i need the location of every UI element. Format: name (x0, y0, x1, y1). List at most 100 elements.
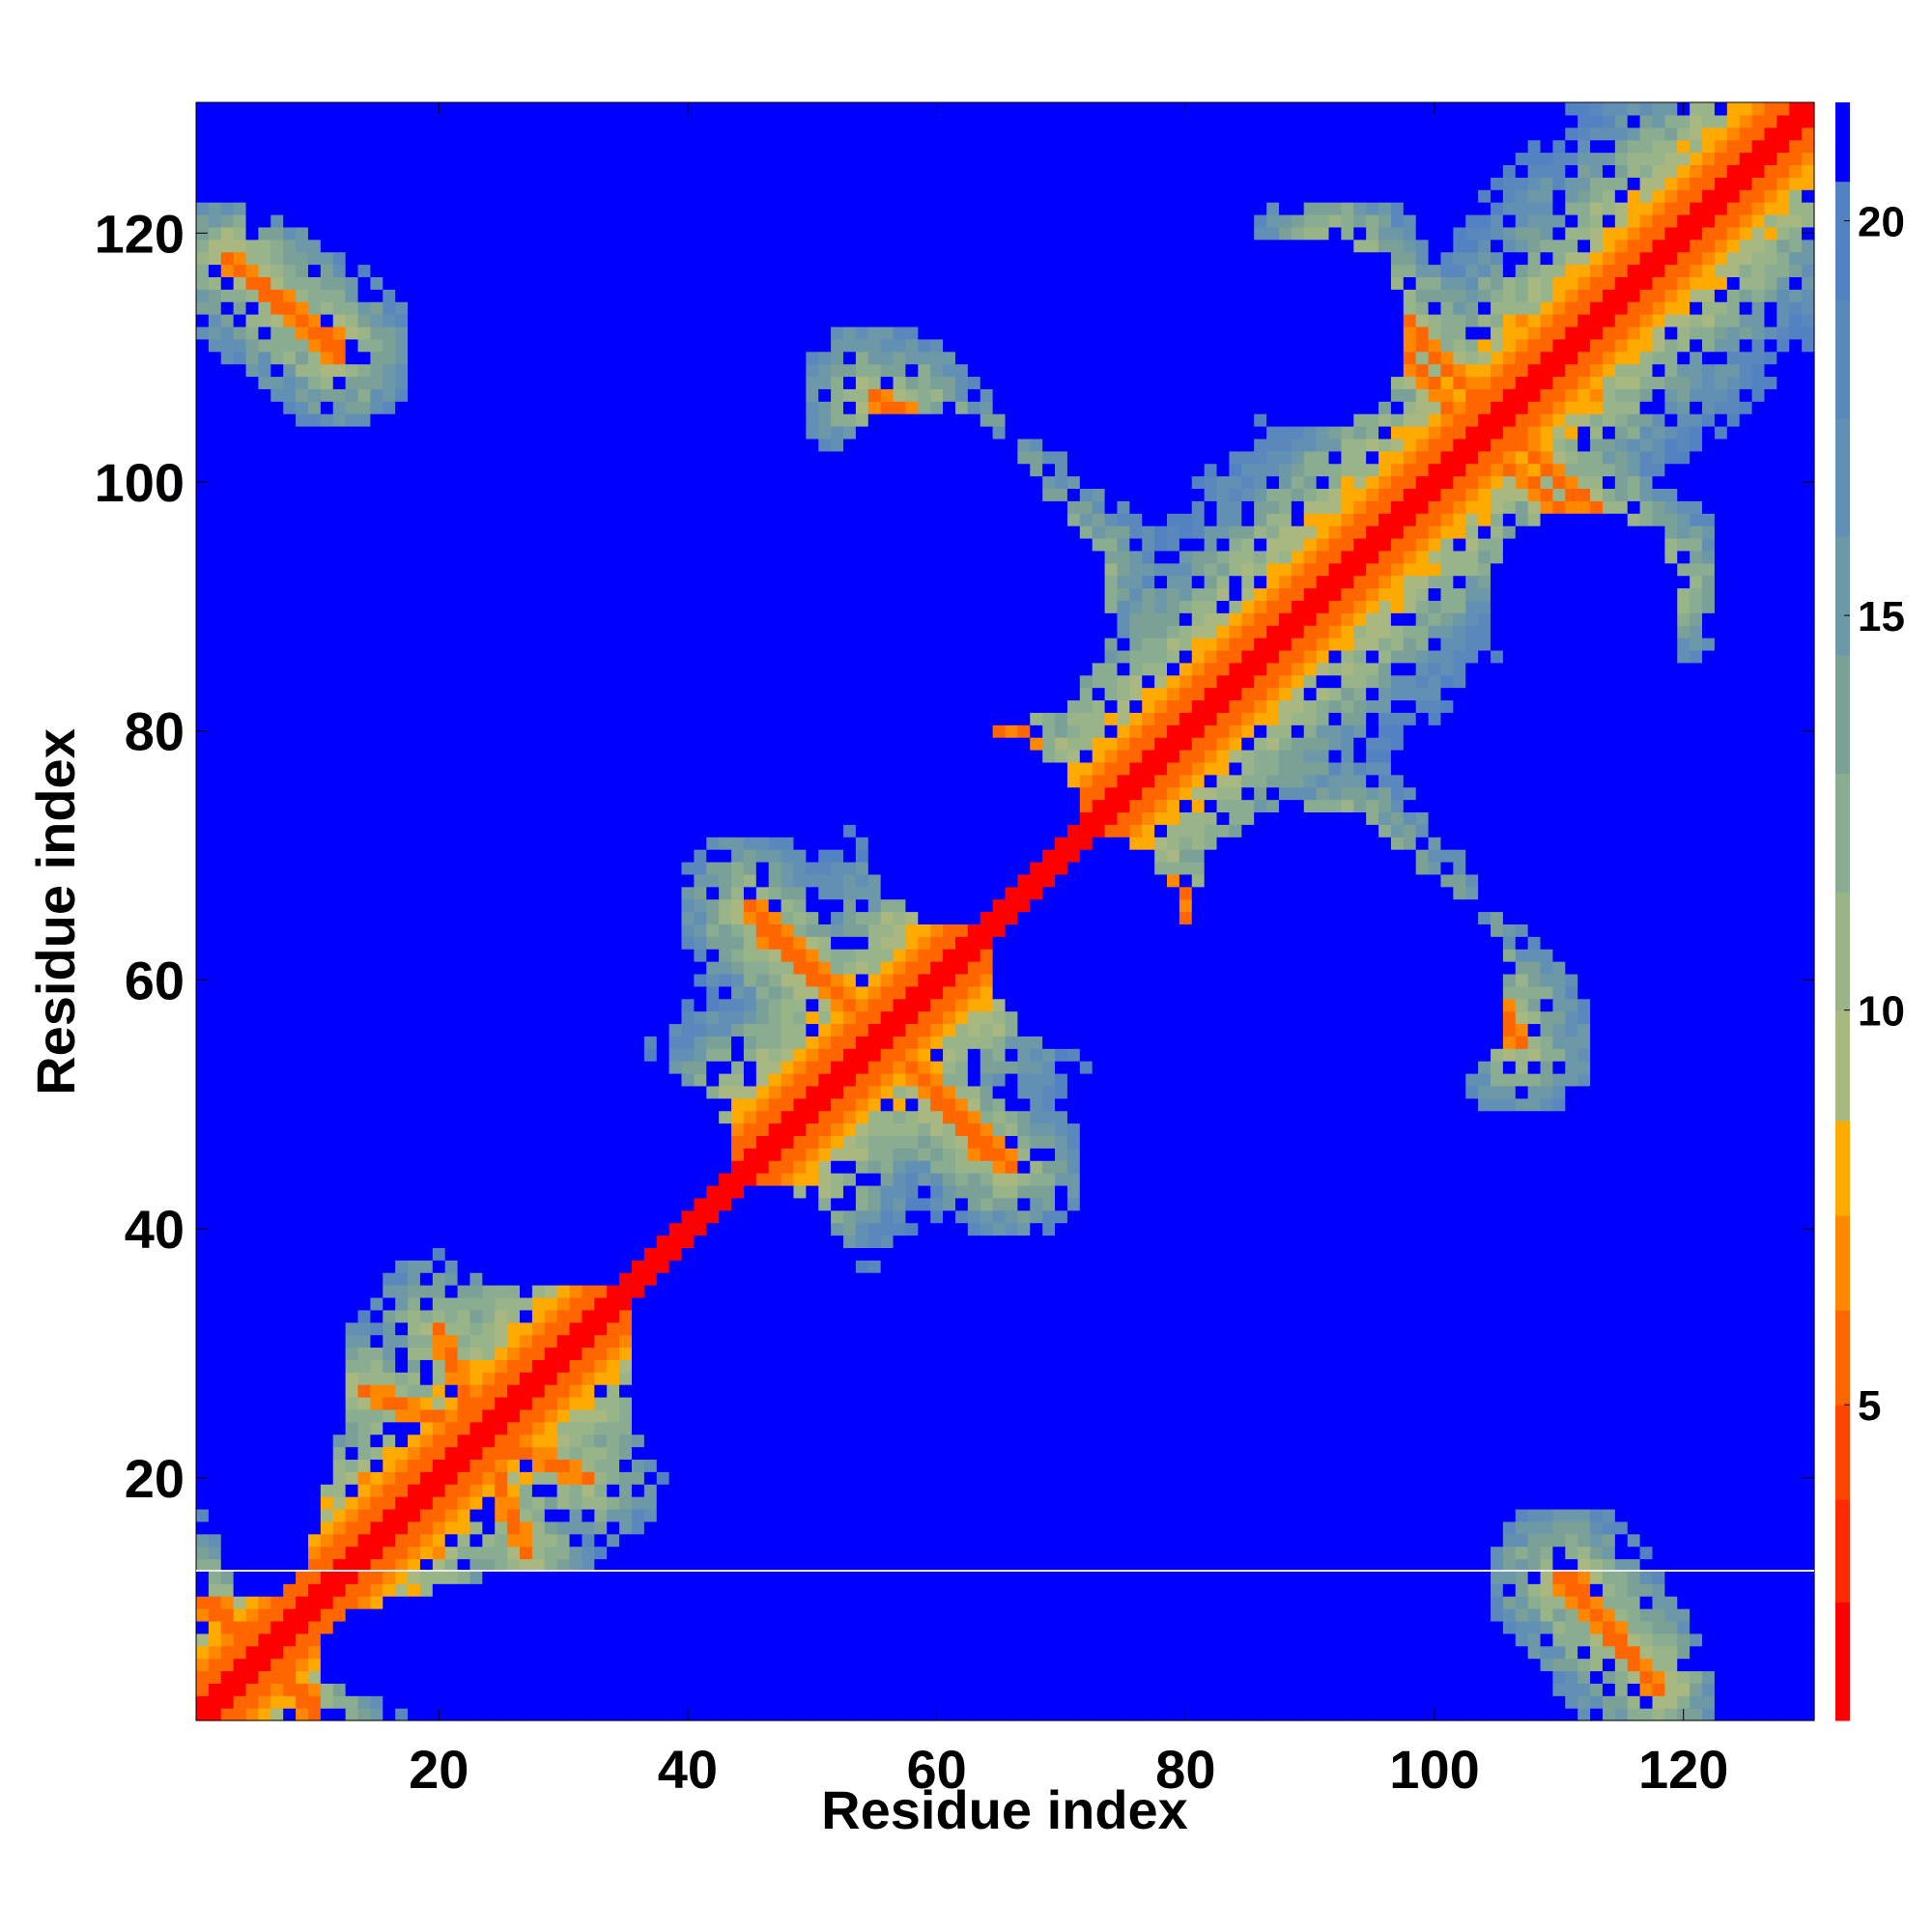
heatmap-cell (469, 314, 483, 327)
heatmap-cell (432, 239, 446, 253)
heatmap-cell (495, 264, 508, 277)
heatmap-cell (482, 239, 496, 253)
heatmap-cell (320, 1571, 334, 1584)
heatmap-cell (556, 114, 571, 128)
heatmap-cell (507, 849, 521, 863)
heatmap-cell (556, 1110, 571, 1124)
heatmap-cell (531, 475, 546, 490)
heatmap-cell (245, 264, 260, 277)
heatmap-cell (582, 1434, 595, 1448)
heatmap-cell (619, 1695, 633, 1709)
heatmap-cell (383, 1197, 396, 1211)
heatmap-cell (619, 1085, 633, 1099)
heatmap-cell (395, 1321, 409, 1336)
heatmap-cell (656, 202, 670, 215)
heatmap-cell (208, 761, 222, 776)
heatmap-cell (332, 699, 347, 713)
heatmap-cell (507, 426, 521, 440)
heatmap-cell (656, 600, 670, 613)
heatmap-cell (531, 898, 546, 913)
heatmap-cell (432, 1408, 446, 1423)
heatmap-cell (594, 724, 608, 738)
heatmap-cell (357, 1633, 371, 1647)
heatmap-cell (619, 1372, 633, 1385)
heatmap-cell (457, 1484, 471, 1497)
heatmap-cell (556, 712, 571, 725)
heatmap-cell (419, 475, 434, 490)
heatmap-cell (531, 1036, 546, 1049)
heatmap-cell (569, 1036, 583, 1049)
heatmap-cell (245, 177, 260, 190)
heatmap-cell (370, 1321, 384, 1336)
heatmap-cell (482, 575, 496, 589)
heatmap-cell (307, 625, 322, 639)
heatmap-cell (258, 114, 271, 128)
heatmap-cell (320, 724, 334, 738)
heatmap-cell (656, 662, 670, 676)
heatmap-cell (258, 1122, 271, 1137)
heatmap-cell (457, 438, 471, 452)
heatmap-cell (245, 625, 260, 639)
heatmap-cell (544, 526, 558, 539)
heatmap-cell (520, 1695, 533, 1709)
heatmap-cell (569, 737, 583, 751)
heatmap-cell (296, 1197, 309, 1211)
heatmap-cell (220, 526, 235, 539)
heatmap-cell (619, 301, 633, 315)
heatmap-cell (656, 1670, 670, 1684)
heatmap-cell (419, 1247, 434, 1261)
heatmap-cell (357, 1695, 371, 1709)
heatmap-cell (457, 401, 471, 414)
heatmap-cell (395, 189, 409, 203)
heatmap-cell (432, 849, 446, 863)
heatmap-cell (619, 1334, 633, 1349)
heatmap-cell (457, 276, 471, 290)
heatmap-cell (457, 1023, 471, 1037)
heatmap-cell (556, 1184, 571, 1199)
heatmap-cell (457, 1546, 471, 1560)
heatmap-cell (196, 1708, 210, 1721)
heatmap-cell (370, 911, 384, 924)
heatmap-cell (656, 537, 670, 552)
heatmap-cell (495, 1658, 508, 1672)
heatmap-cell (245, 413, 260, 427)
heatmap-cell (419, 699, 434, 713)
heatmap-cell (444, 450, 459, 465)
heatmap-cell (283, 687, 297, 701)
heatmap-cell (220, 413, 235, 427)
heatmap-cell (270, 1695, 284, 1709)
heatmap-cell (332, 426, 347, 440)
heatmap-cell (408, 1658, 421, 1672)
heatmap-cell (631, 226, 645, 241)
heatmap-cell (569, 612, 583, 626)
heatmap-cell (656, 338, 670, 353)
heatmap-cell (469, 251, 483, 266)
heatmap-cell (444, 1471, 459, 1485)
heatmap-cell (383, 177, 396, 190)
heatmap-cell (419, 289, 434, 302)
heatmap-cell (569, 649, 583, 664)
heatmap-cell (408, 1533, 421, 1548)
heatmap-cell (582, 388, 595, 402)
heatmap-cell (245, 1571, 260, 1584)
heatmap-cell (245, 1097, 260, 1112)
heatmap-cell (582, 438, 595, 452)
heatmap-cell (531, 712, 546, 725)
heatmap-cell (495, 239, 508, 253)
heatmap-cell (569, 301, 583, 315)
heatmap-cell (432, 898, 446, 913)
heatmap-cell (607, 1459, 620, 1472)
heatmap-cell (383, 388, 396, 402)
heatmap-cell (220, 1633, 235, 1647)
heatmap-cell (220, 550, 235, 564)
heatmap-cell (307, 662, 322, 676)
heatmap-cell (233, 251, 247, 266)
heatmap-cell (607, 526, 620, 539)
heatmap-cell (444, 849, 459, 863)
heatmap-cell (432, 314, 446, 327)
heatmap-cell (320, 1148, 334, 1161)
heatmap-cells (196, 102, 1815, 1721)
heatmap-cell (357, 1097, 371, 1112)
heatmap-cell (619, 886, 633, 900)
heatmap-cell (395, 1658, 409, 1672)
